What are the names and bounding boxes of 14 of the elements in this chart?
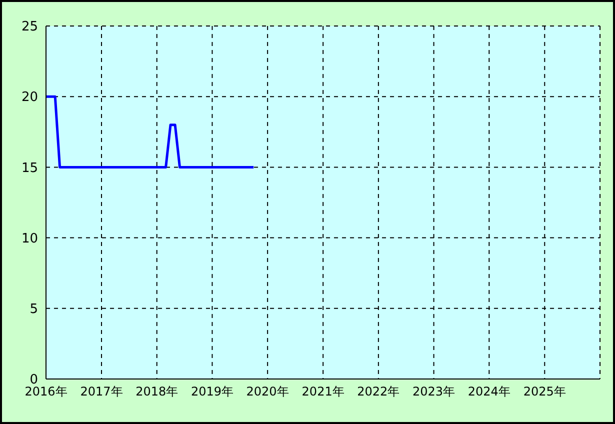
y-tick-label: 25 [21,20,38,35]
x-tick-label: 2021年 [302,384,344,399]
x-tick-label: 2022年 [357,384,400,399]
x-tick-label: 2018年 [136,384,178,399]
x-tick-label: 2023年 [412,384,456,399]
y-tick-label: 5 [30,302,38,318]
x-tick-label: 2019年 [190,384,234,399]
y-tick-label: 20 [21,90,38,106]
x-tick-label: 2017年 [80,384,123,399]
x-tick-label: 2024年 [468,384,510,399]
x-tick-label: 2020年 [246,384,289,399]
y-tick-label: 15 [21,160,38,176]
y-tick-label: 10 [21,231,38,246]
x-tick-label: 2025年 [523,384,566,399]
